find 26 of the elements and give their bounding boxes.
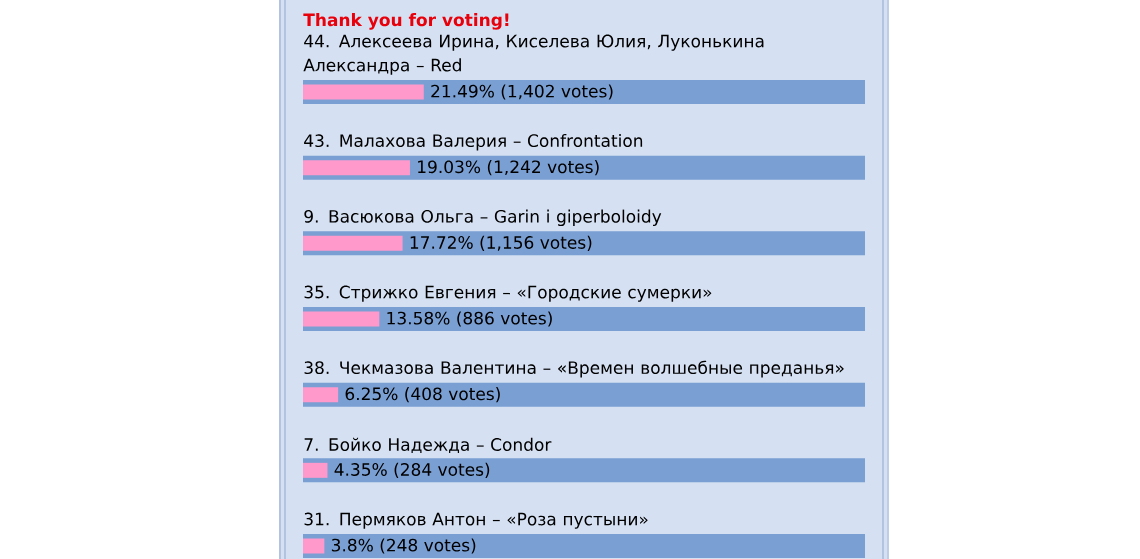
y-tick-label: 9. Васюкова Ольга – Garin i giperboloidy <box>304 209 662 227</box>
bar <box>303 235 403 251</box>
bar <box>303 538 325 554</box>
y-tick-label: 44. Алексеева Ирина, Киселева Юлия, Луконькина Александра – Red <box>303 34 764 75</box>
data-label: 4.35% (284 votes) <box>334 462 490 478</box>
bar <box>303 307 865 331</box>
bar <box>303 462 328 478</box>
data-label: 19.03% (1,242 votes) <box>418 160 599 176</box>
y-tick-label: 38. Чекмазова Валентина – «Времен волшебные преданья» <box>304 360 844 378</box>
data-label: 6.25% (408 votes) <box>345 387 500 403</box>
data-label: 17.72% (1,156 votes) <box>410 235 592 251</box>
bar <box>303 387 339 403</box>
y-tick-label: 31. Пермяков Антон – «Роза пустыни» <box>304 512 648 529</box>
bar <box>303 84 424 100</box>
chart-title: Thank you for voting! <box>303 13 509 30</box>
y-tick-label: 7. Бойко Надежда – Condor <box>304 437 552 454</box>
y-tick-label: 43. Малахова Валерия – Confrontation <box>304 133 643 151</box>
data-label: 13.58% (886 votes) <box>387 311 552 327</box>
bar <box>303 382 865 407</box>
bar <box>303 160 410 176</box>
data-label: 3.8% (248 votes) <box>331 538 476 554</box>
bar <box>303 311 380 327</box>
data-label: 21.49% (1,402 votes) <box>431 84 613 100</box>
bar <box>303 534 865 558</box>
y-tick-label: 35. Стрижко Евгения – «Городские сумерки» <box>304 285 712 302</box>
bar <box>303 458 865 483</box>
